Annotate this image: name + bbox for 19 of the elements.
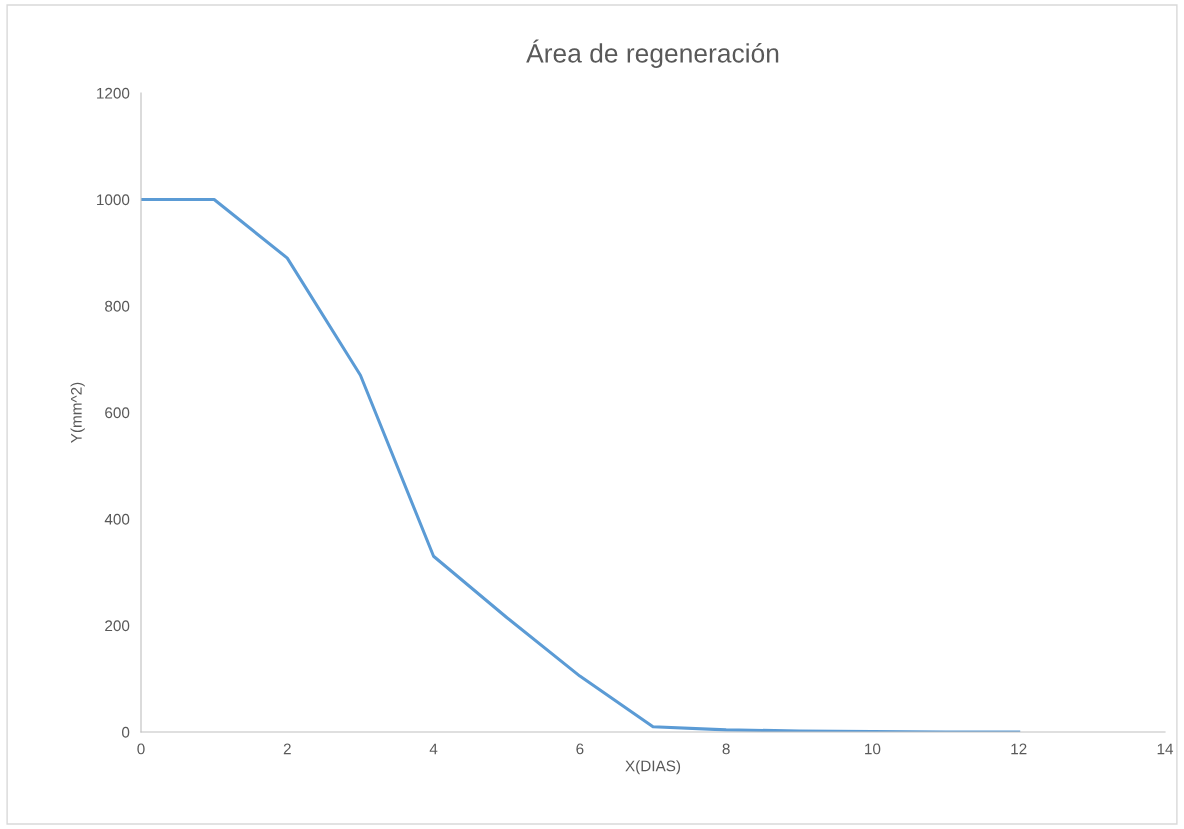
y-tick-label: 400 — [104, 513, 130, 525]
y-axis-title: Y(mm^2) — [70, 382, 85, 443]
line-series — [141, 197, 1021, 732]
x-tick-label: 0 — [137, 743, 145, 755]
y-tick-label: 1000 — [97, 194, 130, 206]
x-tick-label: 14 — [1157, 743, 1174, 755]
x-axis-title: X(DIAS) — [625, 760, 681, 775]
x-tick-label: 12 — [1011, 743, 1027, 755]
x-tick-label: 10 — [865, 743, 881, 755]
y-tick-label: 600 — [105, 407, 130, 419]
y-tick-label: 0 — [121, 726, 130, 738]
x-tick-label: 2 — [283, 743, 291, 755]
y-tick-label: 1200 — [97, 87, 130, 99]
x-tick-label: 8 — [722, 743, 730, 755]
x-tick-label: 4 — [429, 743, 438, 755]
y-tick-label: 800 — [105, 300, 130, 312]
chart-title: Área de regeneración — [526, 39, 779, 68]
x-tick-label: 6 — [576, 743, 584, 755]
y-tick-label: 200 — [105, 620, 130, 632]
